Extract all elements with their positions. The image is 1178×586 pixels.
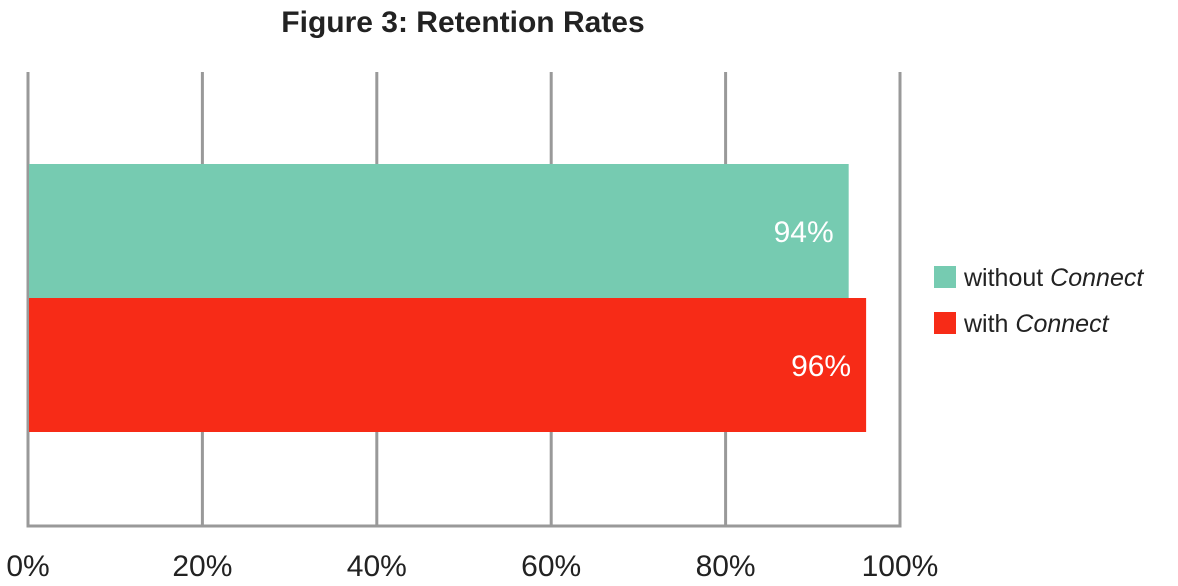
x-tick-label: 40% xyxy=(347,550,407,583)
chart-title: Figure 3: Retention Rates xyxy=(281,6,644,39)
bar-with-connect xyxy=(29,298,867,432)
legend-swatch xyxy=(934,312,956,334)
x-tick-label: 0% xyxy=(6,550,49,583)
x-tick-label: 60% xyxy=(521,550,581,583)
x-tick-label: 100% xyxy=(862,550,939,583)
x-tick-label: 80% xyxy=(696,550,756,583)
bar-value-label: 96% xyxy=(791,350,851,383)
bar-value-label: 94% xyxy=(774,216,834,249)
bar-without-connect xyxy=(29,164,849,298)
legend-label: with Connect xyxy=(963,310,1110,338)
legend-label: without Connect xyxy=(963,264,1144,292)
legend-swatch xyxy=(934,266,956,288)
x-tick-label: 20% xyxy=(172,550,232,583)
